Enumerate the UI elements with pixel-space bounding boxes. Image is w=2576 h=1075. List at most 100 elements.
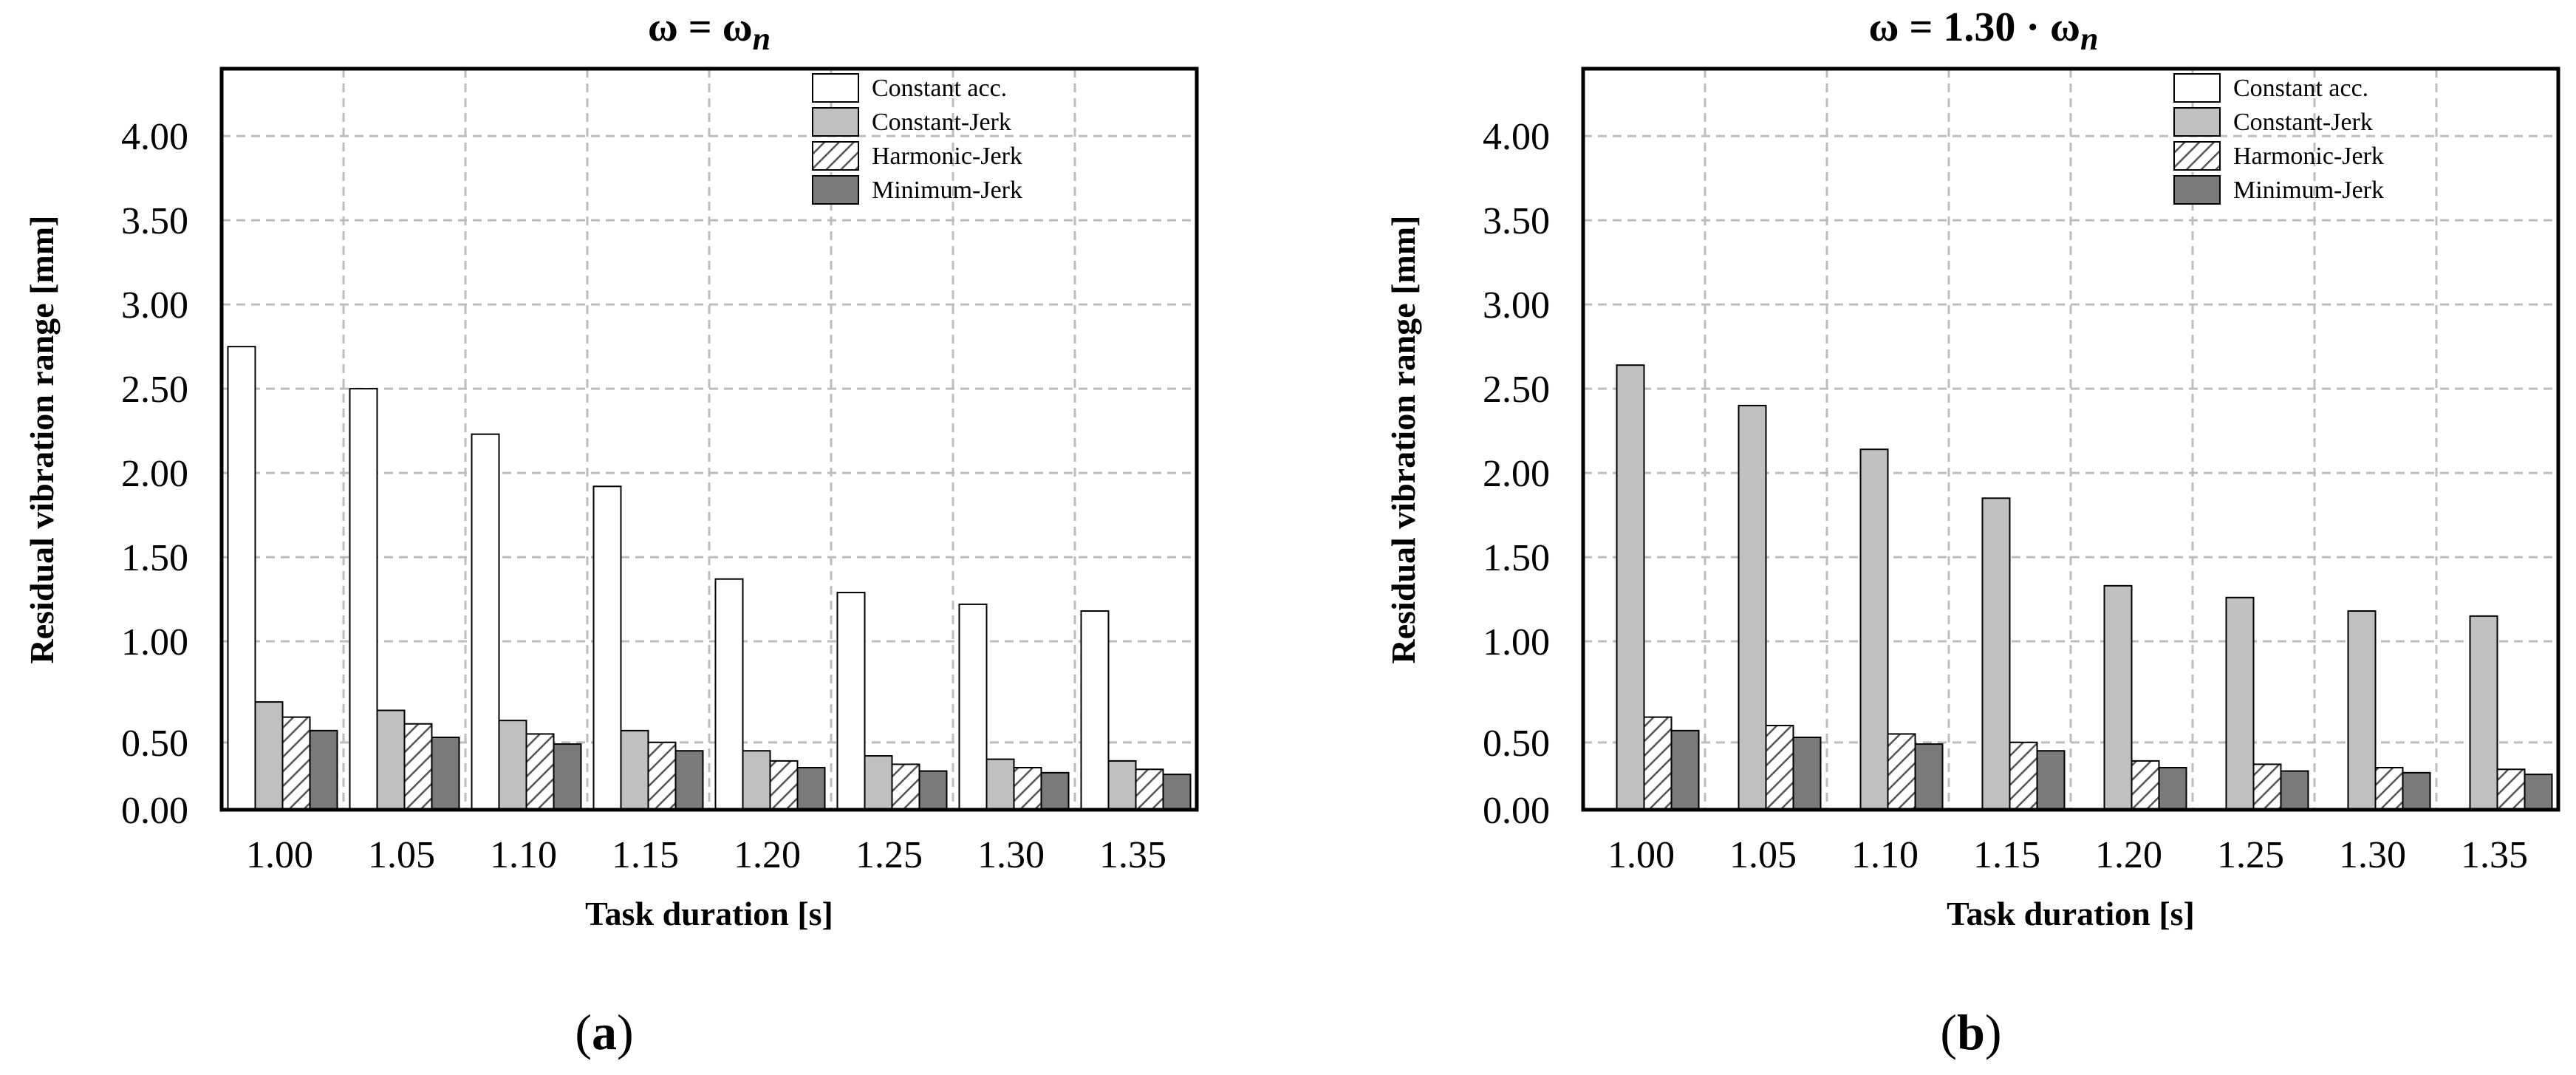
y-tick-label: 2.00 — [1483, 453, 1550, 495]
y-tick-labels: 0.00 0.50 1.00 1.50 2.00 2.50 3.00 3.50 4.00 — [1483, 116, 1550, 832]
legend-swatch — [812, 73, 859, 103]
x-tick-labels: 1.00 1.05 1.10 1.15 1.20 1.25 1.30 1.35 — [1608, 834, 2528, 876]
bar-harmonic-jerk — [2009, 741, 2038, 810]
legend-label: Minimum-Jerk — [2233, 177, 2384, 204]
legend-label: Constant acc. — [872, 75, 1007, 102]
chart-panel-b: ω = 1.30 · ωn 0.00 0.50 1.00 1.50 2.00 2.50 3.… — [1384, 4, 2560, 1060]
panel-caption: (a) — [575, 1004, 633, 1060]
bar-constant-acc — [592, 485, 622, 810]
x-tick-label: 1.10 — [1851, 834, 1919, 876]
bar-harmonic-jerk — [281, 716, 311, 810]
bar-constant-jerk — [254, 701, 284, 810]
bar-constant-jerk — [2103, 584, 2133, 810]
legend-label: Harmonic-Jerk — [872, 143, 1022, 170]
bar-constant-jerk — [498, 720, 527, 810]
legend: Constant acc. Constant-Jerk Harmonic-Jerk M… — [812, 73, 1022, 205]
bar-harmonic-jerk — [2374, 767, 2404, 810]
chart-title: ω = 1.30 · ωn — [1869, 4, 2099, 57]
bar-constant-acc — [714, 578, 744, 810]
x-tick-label: 1.15 — [1973, 834, 2040, 876]
x-tick-label: 1.05 — [368, 834, 435, 876]
x-axis-label: Task duration [s] — [1947, 895, 2195, 932]
y-tick-label: 3.00 — [1483, 284, 1550, 327]
legend-label: Constant acc. — [2233, 75, 2368, 102]
x-tick-label: 1.15 — [612, 834, 679, 876]
legend-swatch — [2173, 175, 2221, 205]
x-tick-label: 1.20 — [2095, 834, 2162, 876]
bar-constant-jerk — [742, 750, 771, 810]
legend-swatch — [2173, 107, 2221, 137]
y-tick-label: 0.00 — [121, 790, 188, 832]
bar-constant-jerk — [1616, 364, 1645, 810]
x-tick-label: 1.20 — [734, 834, 801, 876]
y-tick-label: 1.00 — [1483, 621, 1550, 663]
x-tick-label: 1.10 — [490, 834, 557, 876]
bar-constant-jerk — [985, 758, 1015, 811]
bar-minimum-jerk — [2036, 750, 2066, 810]
y-tick-label: 2.00 — [121, 453, 188, 495]
bar-harmonic-jerk — [1643, 716, 1673, 810]
bar-minimum-jerk — [796, 767, 826, 810]
bar-minimum-jerk — [2280, 770, 2309, 810]
x-tick-label: 1.30 — [2339, 834, 2406, 876]
bar-constant-jerk — [2469, 615, 2498, 811]
x-tick-label: 1.05 — [1729, 834, 1797, 876]
bar-minimum-jerk — [553, 743, 582, 810]
bar-constant-jerk — [1107, 760, 1137, 811]
bar-constant-jerk — [620, 729, 649, 811]
panel-caption: (b) — [1940, 1004, 2001, 1060]
x-tick-labels: 1.00 1.05 1.10 1.15 1.20 1.25 1.30 1.35 — [246, 834, 1166, 876]
y-tick-label: 2.50 — [121, 369, 188, 411]
bar-harmonic-jerk — [2496, 768, 2526, 810]
y-tick-label: 0.50 — [1483, 723, 1550, 765]
bar-constant-jerk — [1859, 448, 1889, 810]
bar-minimum-jerk — [309, 729, 338, 811]
legend-swatch — [812, 107, 859, 137]
bar-harmonic-jerk — [2131, 760, 2160, 811]
bar-harmonic-jerk — [1135, 768, 1164, 810]
bar-minimum-jerk — [1162, 774, 1192, 810]
y-tick-label: 1.50 — [1483, 537, 1550, 579]
x-tick-label: 1.25 — [855, 834, 923, 876]
legend-swatch — [2173, 141, 2221, 171]
legend-swatch — [2173, 73, 2221, 103]
bar-constant-jerk — [376, 709, 406, 811]
bar-minimum-jerk — [2524, 774, 2553, 810]
bars — [1616, 364, 2553, 811]
bar-minimum-jerk — [2158, 767, 2187, 810]
bar-harmonic-jerk — [769, 760, 799, 811]
legend: Constant acc. Constant-Jerk Harmonic-Jerk M… — [2173, 73, 2384, 205]
bar-minimum-jerk — [1670, 729, 1700, 811]
bar-harmonic-jerk — [891, 763, 920, 810]
bar-constant-jerk — [1738, 404, 1767, 810]
y-tick-label: 3.50 — [121, 200, 188, 242]
y-tick-label: 3.00 — [121, 284, 188, 327]
y-axis-label: Residual vibration range [mm] — [23, 216, 61, 664]
legend-label: Minimum-Jerk — [872, 177, 1022, 204]
bar-minimum-jerk — [1040, 771, 1070, 810]
y-tick-label: 1.50 — [121, 537, 188, 579]
bar-constant-acc — [227, 346, 256, 810]
legend-label: Harmonic-Jerk — [2233, 143, 2384, 170]
legend-label: Constant-Jerk — [872, 109, 1011, 136]
y-tick-label: 4.00 — [1483, 116, 1550, 158]
y-tick-label: 2.50 — [1483, 369, 1550, 411]
bar-minimum-jerk — [1792, 736, 1822, 811]
y-tick-label: 1.00 — [121, 621, 188, 663]
bar-harmonic-jerk — [647, 741, 677, 810]
bar-constant-jerk — [2347, 610, 2377, 810]
bar-constant-jerk — [864, 755, 893, 811]
bar-minimum-jerk — [918, 770, 948, 810]
bar-constant-acc — [349, 388, 378, 810]
bar-harmonic-jerk — [403, 723, 433, 810]
x-axis-label: Task duration [s] — [585, 895, 833, 932]
bar-harmonic-jerk — [1887, 733, 1916, 811]
grid-lines — [222, 69, 1197, 810]
y-tick-labels: 0.00 0.50 1.00 1.50 2.00 2.50 3.00 3.50 4.00 — [121, 116, 188, 832]
plot-frame — [219, 66, 1199, 812]
bar-constant-jerk — [1981, 497, 2011, 811]
bar-harmonic-jerk — [525, 733, 555, 811]
bar-harmonic-jerk — [2252, 763, 2282, 810]
